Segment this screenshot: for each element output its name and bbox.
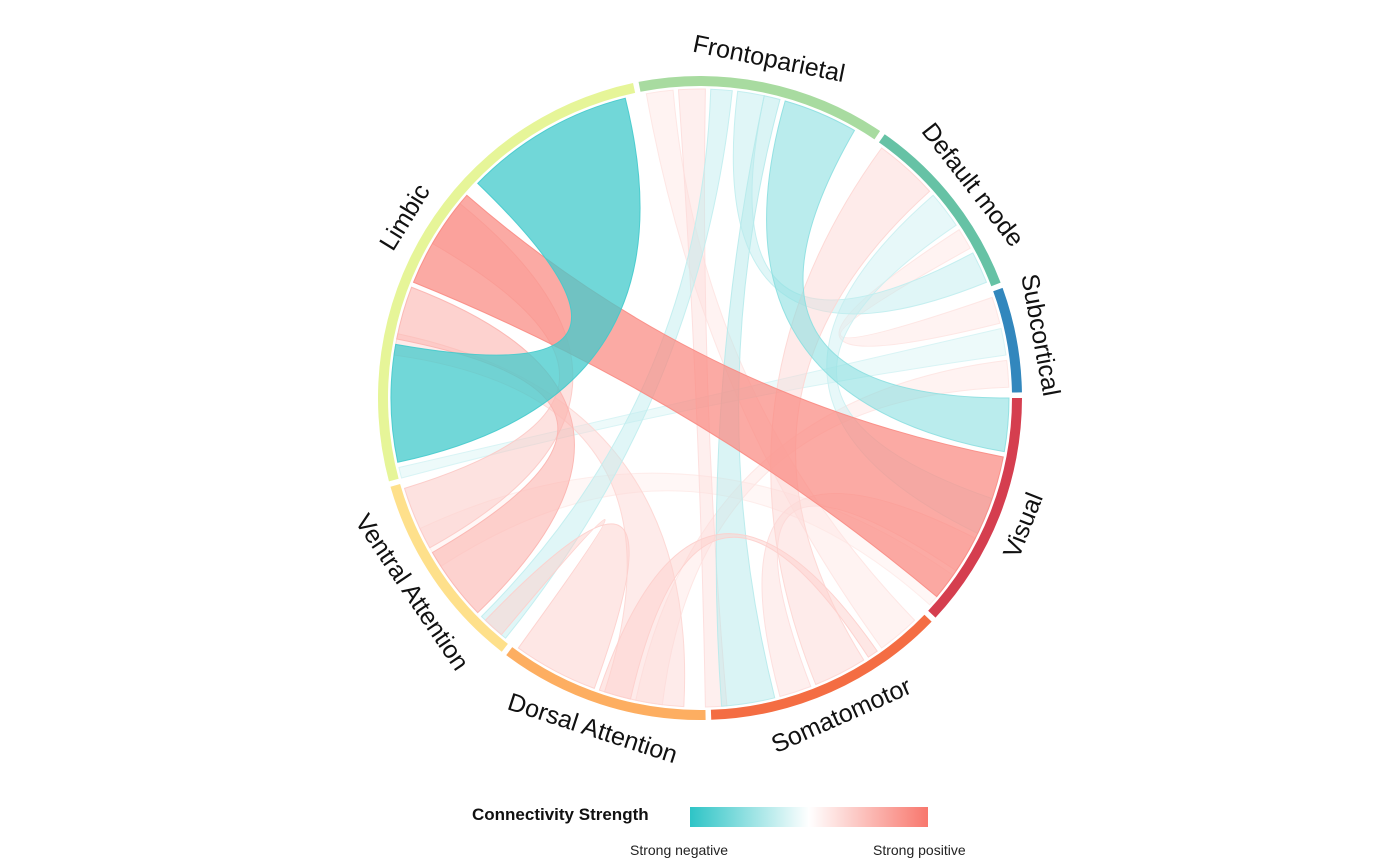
chord-link <box>770 147 931 686</box>
chord-link <box>480 88 733 639</box>
sector-segment <box>390 484 508 652</box>
sector-segment <box>710 614 932 720</box>
sector-segment <box>638 76 881 140</box>
legend-high-label: Strong positive <box>873 842 966 858</box>
sector-segment <box>506 647 706 720</box>
sector-label: Subcortical <box>1015 272 1065 399</box>
sector-segment <box>878 134 1001 287</box>
sector-track <box>377 76 1022 720</box>
legend: Connectivity Strength Strong negative St… <box>0 800 1400 866</box>
legend-color-bar <box>690 807 928 827</box>
links-layer <box>390 88 1010 708</box>
sector-segment <box>993 287 1022 393</box>
chord-link <box>715 95 781 707</box>
chord-link <box>645 89 916 649</box>
legend-low-label: Strong negative <box>630 842 729 858</box>
sector-label: Visual <box>998 489 1049 562</box>
chord-link <box>484 519 630 690</box>
sector-segment <box>928 398 1022 618</box>
chord-link <box>390 97 641 463</box>
chord-link <box>766 100 1010 453</box>
legend-title: Connectivity Strength <box>472 805 649 824</box>
chord-link <box>412 194 1004 598</box>
chord-link <box>838 229 1001 347</box>
chord-link <box>598 533 878 700</box>
